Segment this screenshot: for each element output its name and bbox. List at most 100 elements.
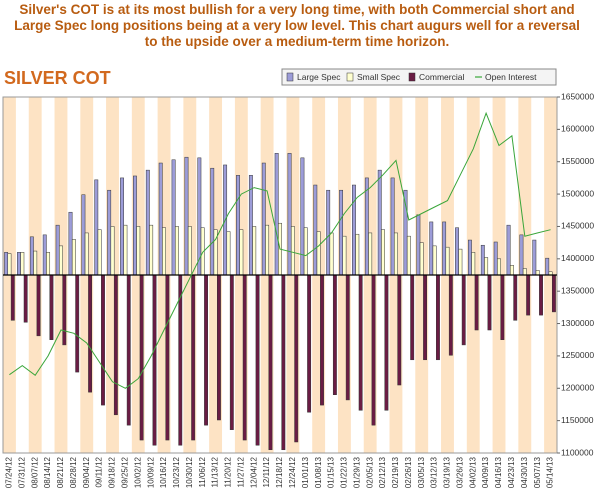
bar <box>368 232 373 276</box>
bar <box>191 274 196 441</box>
x-tick-label: 10/02/12 <box>133 456 142 488</box>
x-tick-label: 07/31/12 <box>17 456 26 488</box>
x-tick-label: 12/11/12 <box>262 456 271 487</box>
bar <box>229 274 234 430</box>
bar <box>101 274 105 406</box>
bar <box>139 274 144 441</box>
x-tick-label: 12/04/12 <box>249 456 258 488</box>
bar <box>255 274 260 446</box>
bar <box>364 177 369 276</box>
bar <box>397 274 402 386</box>
y-tick-label: 1300000 <box>561 318 594 328</box>
x-tick-label: 08/21/12 <box>56 456 65 488</box>
bar <box>416 214 421 276</box>
legend: Large Spec Small Spec Commercial Open Inter… <box>281 68 557 86</box>
bar <box>4 252 9 276</box>
bar <box>62 274 67 346</box>
x-tick-label: 01/01/13 <box>301 456 310 488</box>
y-tick-label: 1400000 <box>561 253 594 263</box>
x-tick-label: 05/14/13 <box>546 456 555 488</box>
bar <box>242 274 247 441</box>
bar <box>71 239 76 276</box>
x-tick-label: 07/24/12 <box>5 456 14 488</box>
bar <box>59 245 63 276</box>
x-tick-label: 11/20/12 <box>224 456 233 487</box>
x-tick-label: 04/09/13 <box>481 456 490 488</box>
bar <box>410 274 415 361</box>
bar <box>371 274 376 426</box>
legend-label: Large Spec <box>297 72 341 82</box>
bar <box>175 226 179 276</box>
legend-swatch <box>408 72 416 82</box>
bar <box>107 189 112 276</box>
bar <box>110 226 115 276</box>
bar <box>165 274 170 441</box>
bar <box>339 189 343 276</box>
bar <box>394 232 398 276</box>
x-tick-label: 08/28/12 <box>69 456 78 488</box>
x-tick-label: 10/30/12 <box>185 456 194 488</box>
bar <box>162 227 166 276</box>
bar <box>97 229 102 276</box>
bar <box>133 175 137 276</box>
bar <box>436 274 440 361</box>
bar <box>294 274 299 443</box>
y-tick-label: 1450000 <box>561 221 594 231</box>
bar <box>526 274 531 316</box>
x-tick-label: 11/13/12 <box>211 456 220 487</box>
x-tick-label: 05/07/13 <box>533 456 542 488</box>
x-tick-label: 11/27/12 <box>236 456 245 487</box>
bar <box>7 253 12 276</box>
bar <box>500 274 505 340</box>
bar <box>265 224 270 276</box>
bar <box>316 231 321 276</box>
bar <box>33 250 38 276</box>
bar <box>352 184 356 276</box>
bar <box>29 236 34 276</box>
bar <box>126 274 131 426</box>
bar <box>75 274 80 373</box>
y-tick-label: 1650000 <box>561 91 594 101</box>
bar <box>94 179 99 276</box>
x-tick-label: 03/05/13 <box>417 456 426 488</box>
bar <box>545 257 550 276</box>
y-tick-label: 1150000 <box>561 415 594 425</box>
x-tick-label: 09/11/12 <box>95 456 104 487</box>
chart-title: SILVER COT <box>4 68 111 88</box>
bar <box>377 169 382 276</box>
x-tick-label: 03/19/13 <box>443 456 452 488</box>
bar <box>158 162 163 276</box>
bar <box>268 274 273 451</box>
x-tick-label: 02/12/13 <box>378 456 387 488</box>
bar <box>84 232 89 276</box>
bar <box>419 242 424 276</box>
bar <box>320 274 324 406</box>
bar <box>384 274 389 411</box>
line <box>9 111 551 389</box>
bar <box>358 274 363 411</box>
legend-swatch <box>286 72 294 82</box>
bar <box>120 177 124 276</box>
bar <box>187 226 192 276</box>
bar <box>509 265 514 276</box>
x-tick-label: 09/18/12 <box>108 456 117 488</box>
bar <box>307 274 312 413</box>
x-tick-label: 12/18/12 <box>275 456 284 488</box>
bar <box>23 274 28 323</box>
bar <box>149 224 154 276</box>
bar <box>487 274 492 331</box>
bar <box>522 268 527 276</box>
bar <box>145 169 150 276</box>
bar <box>519 234 524 276</box>
y-tick-label: 1200000 <box>561 383 594 393</box>
bar <box>455 227 459 276</box>
legend-label: Small Spec <box>357 72 401 82</box>
y-tick-label: 1600000 <box>561 124 594 134</box>
bar <box>442 221 447 276</box>
bar <box>406 235 411 276</box>
bar <box>535 270 540 276</box>
x-tick-label: 10/09/12 <box>146 456 155 488</box>
bar <box>506 224 511 276</box>
bar <box>217 274 221 421</box>
